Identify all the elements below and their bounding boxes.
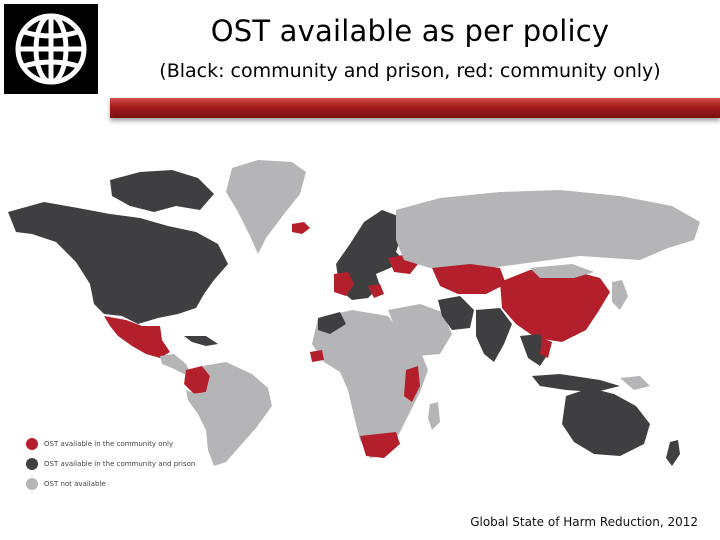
map-legend: OST available in the community only OST … [26,436,226,496]
colombia [184,366,210,394]
australia [562,388,650,456]
new-zealand [666,440,680,466]
russia [396,190,700,270]
globe-icon [15,13,87,85]
page-title: OST available as per policy [210,14,610,48]
source-citation: Global State of Harm Reduction, 2012 [470,515,698,529]
kazakhstan [432,264,506,294]
iran [438,296,474,330]
legend-item-not-available: OST not available [26,476,226,495]
central-america [160,354,190,374]
south-america [186,362,272,466]
morocco [318,312,346,334]
greenland [226,160,306,254]
north-america [8,202,228,324]
caribbean-islands [184,336,218,346]
papua-new-guinea [620,376,650,390]
south-africa [360,432,400,458]
africa [312,310,428,458]
china [500,270,610,342]
legend-label: OST available in the community only [44,440,174,448]
world-bank-logo [4,4,98,94]
europe-red-balkans [368,284,384,298]
legend-swatch-grey [26,478,38,490]
legend-swatch-red [26,438,38,450]
japan [612,280,628,310]
europe [336,210,404,300]
world-map [8,160,700,466]
east-africa [404,366,420,402]
legend-item-community-and-prison: OST available in the community and priso… [26,456,226,475]
europe-red-west [334,272,354,296]
legend-swatch-black [26,458,38,470]
iceland [292,222,310,234]
southeast-asia [520,334,548,366]
arctic-islands [110,170,214,212]
page-subtitle: (Black: community and prison, red: commu… [159,60,661,82]
madagascar [428,402,440,430]
legend-label: OST not available [44,480,106,488]
indonesia [532,374,620,392]
mongolia [530,264,594,278]
vietnam [540,338,552,358]
india [476,308,512,362]
legend-label: OST available in the community and priso… [44,460,196,468]
mexico [104,316,170,358]
senegal [310,350,324,362]
legend-item-community-only: OST available in the community only [26,436,226,455]
header-rule [110,98,720,118]
